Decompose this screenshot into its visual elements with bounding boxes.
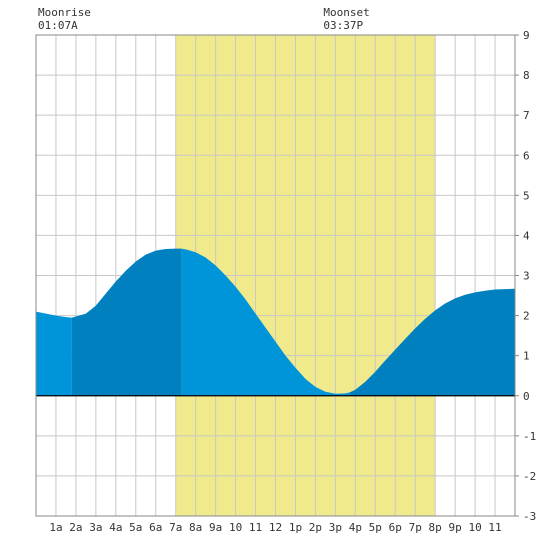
- x-tick-label: 6a: [149, 521, 162, 534]
- x-tick-label: 12: [269, 521, 282, 534]
- y-tick-label: 4: [523, 229, 530, 242]
- y-tick-label: -3: [523, 510, 536, 523]
- moon-event-label: Moonrise: [38, 6, 91, 19]
- x-tick-label: 7p: [409, 521, 422, 534]
- x-tick-label: 4a: [109, 521, 122, 534]
- y-tick-label: 9: [523, 29, 530, 42]
- x-tick-label: 7a: [169, 521, 182, 534]
- y-tick-label: -1: [523, 430, 536, 443]
- x-tick-label: 5p: [369, 521, 382, 534]
- moon-event-label: Moonset: [323, 6, 369, 19]
- x-tick-label: 8a: [189, 521, 202, 534]
- x-tick-label: 6p: [389, 521, 402, 534]
- moon-event-time: 03:37P: [323, 19, 363, 32]
- y-tick-label: 0: [523, 390, 530, 403]
- y-tick-label: 8: [523, 69, 530, 82]
- x-tick-label: 10: [229, 521, 242, 534]
- x-tick-label: 8p: [429, 521, 442, 534]
- x-tick-label: 9p: [449, 521, 462, 534]
- x-tick-label: 4p: [349, 521, 362, 534]
- y-tick-label: 2: [523, 310, 530, 323]
- x-tick-label: 9a: [209, 521, 222, 534]
- moon-event-time: 01:07A: [38, 19, 78, 32]
- x-tick-label: 5a: [129, 521, 142, 534]
- x-tick-label: 1p: [289, 521, 302, 534]
- x-tick-label: 1a: [49, 521, 62, 534]
- y-tick-label: 1: [523, 350, 530, 363]
- x-tick-label: 11: [249, 521, 262, 534]
- x-tick-label: 3a: [89, 521, 102, 534]
- y-tick-label: 3: [523, 270, 530, 283]
- x-tick-label: 3p: [329, 521, 342, 534]
- y-tick-label: 7: [523, 109, 530, 122]
- x-tick-label: 2a: [69, 521, 82, 534]
- y-tick-label: 5: [523, 189, 530, 202]
- y-tick-label: -2: [523, 470, 536, 483]
- x-tick-label: 2p: [309, 521, 322, 534]
- y-tick-label: 6: [523, 149, 530, 162]
- x-tick-label: 10: [468, 521, 481, 534]
- x-tick-label: 11: [488, 521, 501, 534]
